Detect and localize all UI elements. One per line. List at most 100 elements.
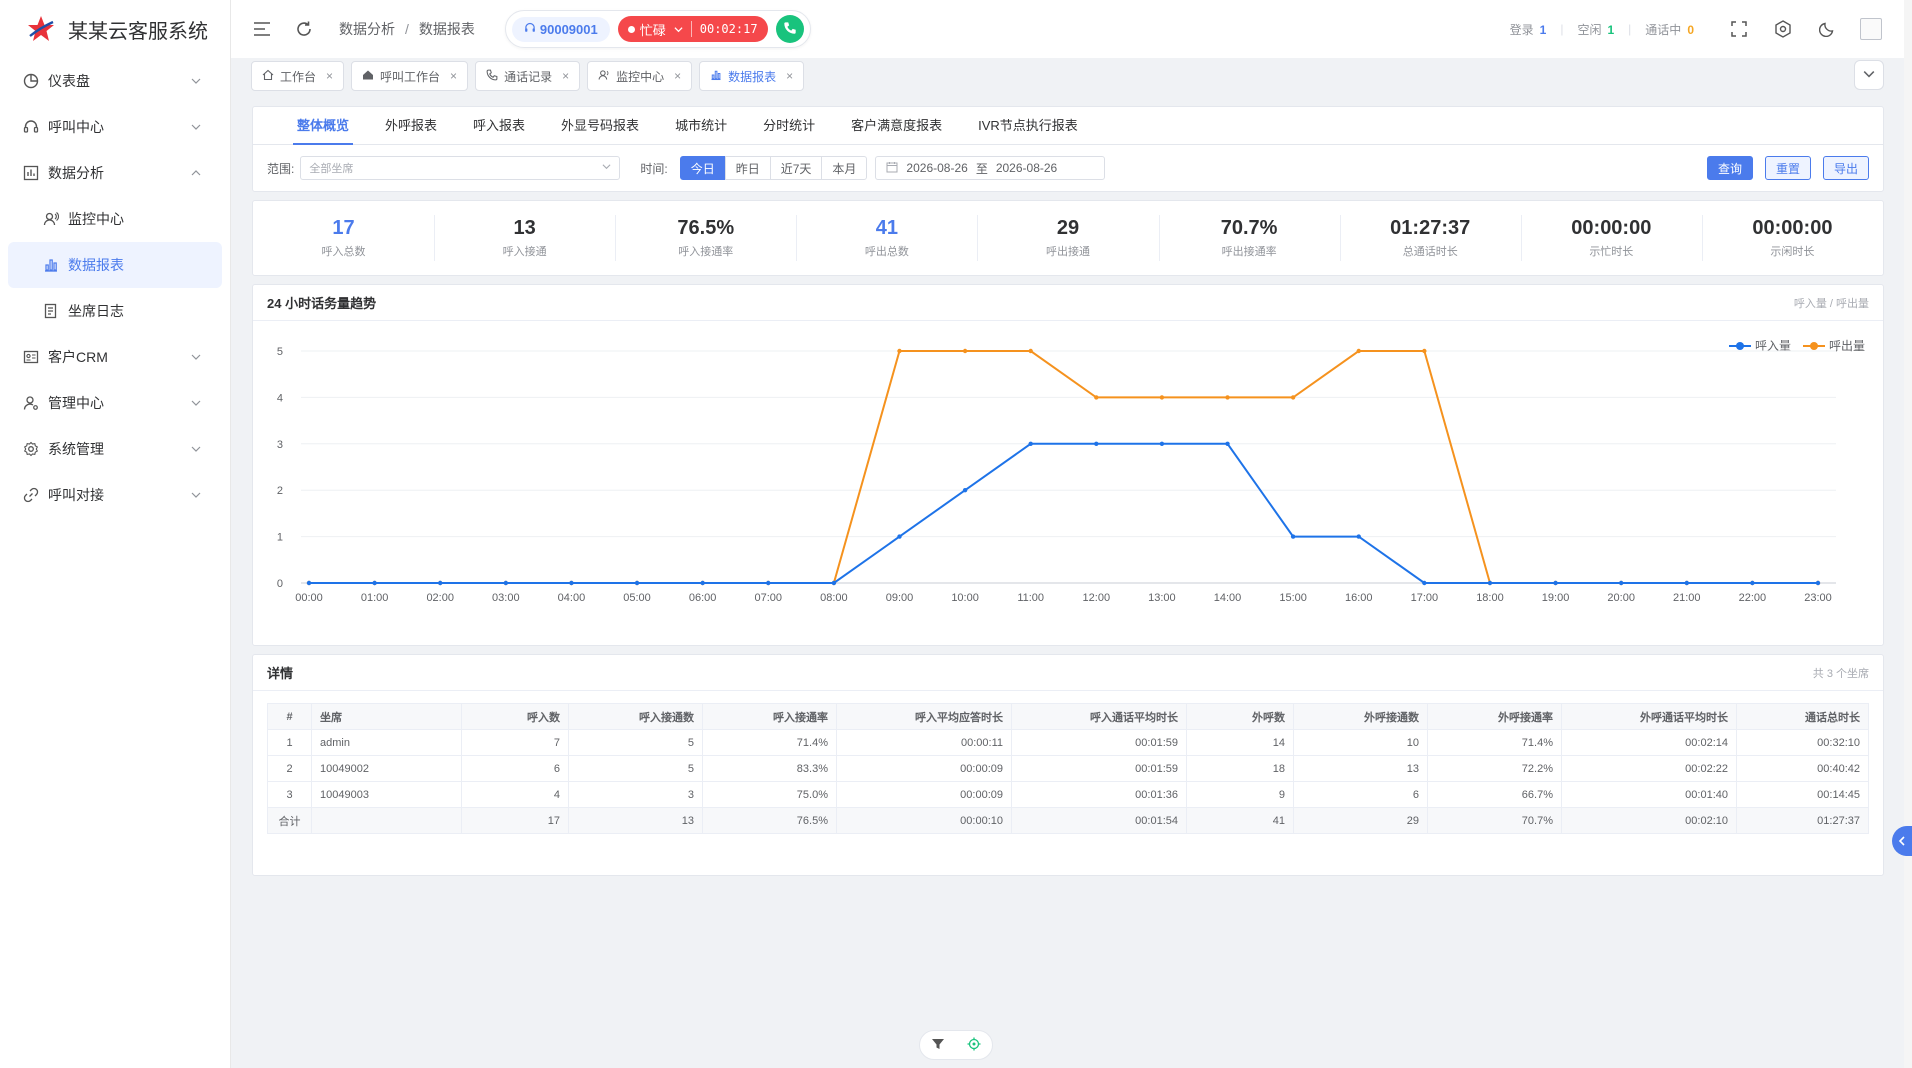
range-7days[interactable]: 近7天 (769, 156, 823, 180)
kpi-outbound-total: 41 呼出总数 (796, 201, 977, 275)
table-row[interactable]: 2 10049002 6 5 83.3% 00:00:09 00:01:59 1… (267, 755, 1869, 782)
table-row[interactable]: 1 admin 7 5 71.4% 00:00:11 00:01:59 14 1… (267, 729, 1869, 756)
x-tick-label: 18:00 (1476, 592, 1504, 604)
chevron-down-icon (190, 397, 202, 409)
x-tick-label: 02:00 (426, 592, 454, 604)
range-month[interactable]: 本月 (821, 156, 868, 180)
breadcrumb-item[interactable]: 数据分析 (339, 21, 395, 37)
tag-workbench[interactable]: 工作台 × (251, 61, 345, 91)
column-header[interactable]: 呼入平均应答时长 (836, 703, 1012, 730)
tab-inbound-report[interactable]: 呼入报表 (473, 118, 526, 133)
tab-satisfaction-report[interactable]: 客户满意度报表 (851, 118, 943, 133)
column-header: # (267, 703, 312, 730)
legend-item-inbound[interactable]: 呼入量 (1728, 337, 1791, 354)
close-icon[interactable]: × (674, 69, 682, 83)
x-tick-label: 08:00 (820, 592, 848, 604)
range-today[interactable]: 今日 (679, 156, 726, 180)
column-header[interactable]: 通话总时长 (1736, 703, 1869, 730)
trend-line-chart: 0 1 2 3 4 5 00:00 01:00 02:00 03:00 04:00 05:00 06:0… (277, 346, 1836, 604)
data-point (1553, 580, 1558, 586)
tag-call-workbench[interactable]: 呼叫工作台 × (351, 61, 469, 91)
dial-button[interactable] (775, 15, 804, 43)
column-header[interactable]: 外呼接通数 (1293, 703, 1428, 730)
sidebar-item-system[interactable]: 系统管理 (0, 426, 230, 472)
reset-button[interactable]: 重置 (1764, 156, 1811, 180)
settings-icon[interactable] (1772, 18, 1794, 40)
sidebar-item-monitor-center[interactable]: 监控中心 (0, 196, 230, 242)
tab-hourly-stats[interactable]: 分时统计 (763, 118, 816, 133)
table-cell: 00:00:11 (836, 729, 1012, 756)
tab-ivr-report[interactable]: IVR节点执行报表 (978, 118, 1078, 133)
sidebar-item-dashboard[interactable]: 仪表盘 (0, 58, 230, 104)
sidebar-item-call-center[interactable]: 呼叫中心 (0, 104, 230, 150)
query-button[interactable]: 查询 (1706, 156, 1753, 180)
data-point (1422, 580, 1427, 586)
table-cell: 13 (1293, 755, 1428, 782)
column-header[interactable]: 呼入接通率 (702, 703, 837, 730)
chevron-down-icon (190, 121, 202, 133)
table-row[interactable]: 3 10049003 4 3 75.0% 00:00:09 00:01:36 9… (267, 781, 1869, 808)
column-header[interactable]: 外呼数 (1186, 703, 1294, 730)
data-point (1159, 441, 1165, 446)
locate-icon[interactable] (967, 1037, 981, 1054)
tab-caller-id-report[interactable]: 外显号码报表 (561, 118, 640, 133)
export-button[interactable]: 导出 (1822, 156, 1869, 180)
table-cell: 75.0% (702, 781, 837, 808)
data-point (1225, 395, 1230, 400)
agent-id-badge[interactable]: 90009001 (511, 16, 610, 42)
tab-overview[interactable]: 整体概览 (279, 115, 367, 145)
table-cell: 10 (1293, 729, 1428, 756)
brand[interactable]: 某某云客服系统 (0, 0, 230, 58)
fullscreen-icon[interactable] (1728, 18, 1750, 40)
sidebar-item-agent-log[interactable]: 坐席日志 (0, 288, 230, 334)
chevron-down-icon (602, 162, 611, 174)
sidebar-item-crm[interactable]: 客户CRM (0, 334, 230, 380)
data-point (1094, 441, 1099, 446)
sidebar-item-label: 呼叫对接 (48, 487, 104, 503)
chevron-down-icon (190, 489, 202, 501)
star-logo-icon (28, 16, 54, 41)
tags-expand-button[interactable] (1854, 60, 1884, 90)
user-avatar[interactable] (1860, 18, 1882, 40)
close-icon[interactable]: × (562, 69, 570, 83)
close-icon[interactable]: × (450, 69, 458, 83)
bar-chart-icon (710, 69, 722, 84)
range-yesterday[interactable]: 昨日 (724, 156, 771, 180)
column-header[interactable]: 外呼接通率 (1427, 703, 1562, 730)
column-header[interactable]: 呼入通话平均时长 (1011, 703, 1187, 730)
column-header[interactable]: 外呼通话平均时长 (1561, 703, 1737, 730)
date-range-picker[interactable]: 2026-08-26 至 2026-08-26 (875, 156, 1106, 180)
table-cell: 3 (267, 781, 312, 808)
sidebar-item-data-report[interactable]: 数据报表 (8, 242, 222, 288)
tag-monitor-center[interactable]: 监控中心 × (587, 61, 693, 91)
column-header[interactable]: 呼入接通数 (568, 703, 703, 730)
tag-data-report[interactable]: 数据报表 × (699, 61, 805, 91)
detail-title: 详情 (267, 666, 294, 681)
tab-city-stats[interactable]: 城市统计 (675, 118, 728, 133)
table-cell: 9 (1186, 781, 1294, 808)
column-header[interactable]: 呼入数 (461, 703, 569, 730)
agent-status-dropdown[interactable]: 忙碌 00:02:17 (617, 16, 768, 42)
agent-status: 忙碌 (639, 22, 666, 38)
table-cell: 00:01:54 (1011, 807, 1187, 834)
menu-toggle-icon[interactable] (251, 18, 273, 40)
side-drawer-toggle[interactable] (1892, 826, 1912, 856)
tab-outbound-report[interactable]: 外呼报表 (385, 118, 438, 133)
phone-icon (486, 69, 498, 84)
close-icon[interactable]: × (326, 69, 334, 83)
filter-funnel-icon[interactable] (931, 1037, 945, 1054)
sidebar-item-data-analysis[interactable]: 数据分析 (0, 150, 230, 196)
tag-call-records[interactable]: 通话记录 × (475, 61, 581, 91)
table-cell: 72.2% (1427, 755, 1562, 782)
agent-scope-select[interactable]: 全部坐席 (300, 156, 621, 180)
close-icon[interactable]: × (786, 69, 794, 83)
dark-mode-icon[interactable] (1816, 18, 1838, 40)
legend-item-outbound[interactable]: 呼出量 (1802, 337, 1865, 354)
data-point (897, 534, 902, 539)
main-content: 整体概览 外呼报表 呼入报表 外显号码报表 城市统计 分时统计 客户满意度报表 … (252, 106, 1884, 876)
sidebar-item-management[interactable]: 管理中心 (0, 380, 230, 426)
page-scrollbar[interactable] (1904, 0, 1912, 1068)
sidebar-item-call-integration[interactable]: 呼叫对接 (0, 472, 230, 518)
refresh-icon[interactable] (293, 18, 315, 40)
sidebar-item-label: 数据分析 (48, 165, 104, 181)
